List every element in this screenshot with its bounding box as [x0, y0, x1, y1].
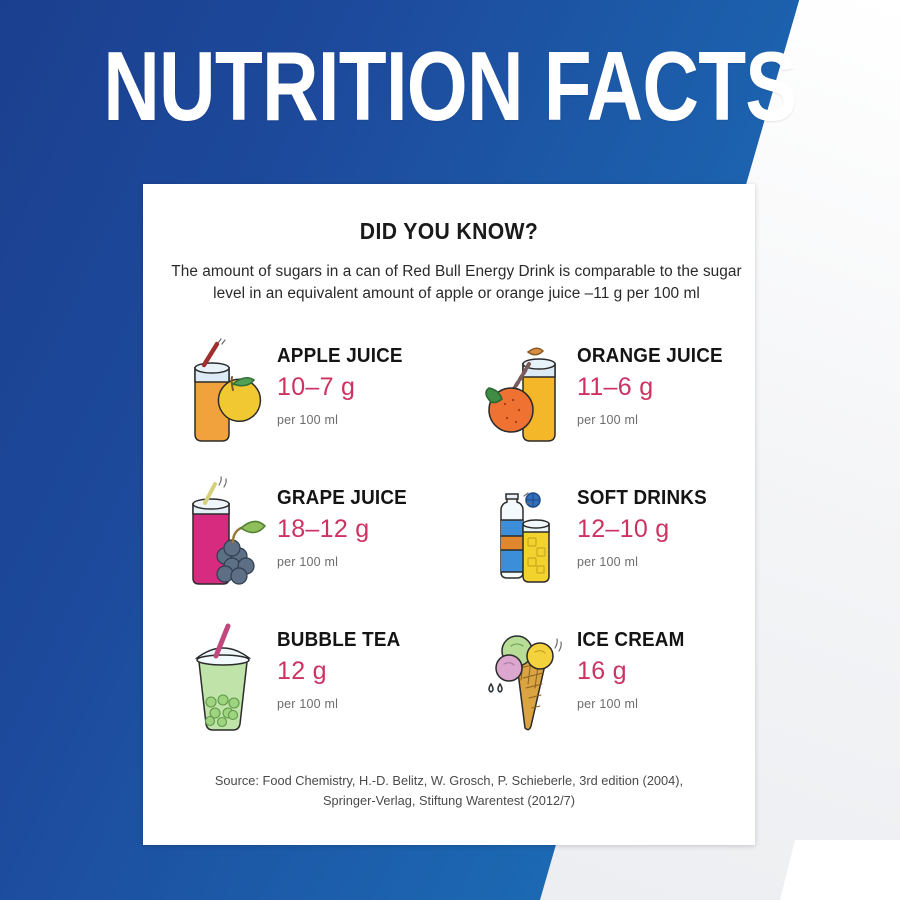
- item-name: SOFT DRINKS: [577, 485, 707, 509]
- item-text: ICE CREAM 16 g per 100 ml: [577, 616, 694, 711]
- item-unit: per 100 ml: [277, 696, 339, 711]
- grape-juice-illustration: [169, 474, 277, 602]
- item-unit: per 100 ml: [577, 696, 639, 711]
- item-unit: per 100 ml: [277, 554, 339, 569]
- card-heading: DID YOU KNOW?: [359, 218, 539, 244]
- page-title: NUTRITION FACTS: [103, 31, 797, 141]
- bubble-tea-illustration: [169, 616, 277, 744]
- list-item: SOFT DRINKS 12–10 g per 100 ml: [469, 474, 765, 614]
- item-text: ORANGE JUICE 11–6 g per 100 ml: [577, 332, 735, 427]
- ice-cream-illustration: [469, 616, 577, 744]
- bottom-right-white-corner: [780, 840, 900, 900]
- list-item: GRAPE JUICE 18–12 g per 100 ml: [169, 474, 465, 614]
- list-item: BUBBLE TEA 12 g per 100 ml: [169, 616, 465, 756]
- intro-line-2: sugar level in an equivalent amount of a…: [213, 263, 742, 303]
- source-line-1: Source: Food Chemistry, H.-D. Belitz, W.…: [214, 773, 684, 789]
- source-line-2: Springer-Verlag, Stiftung Warentest (201…: [322, 793, 576, 809]
- item-value: 16 g: [577, 656, 627, 685]
- item-text: SOFT DRINKS 12–10 g per 100 ml: [577, 474, 718, 569]
- item-unit: per 100 ml: [277, 412, 339, 427]
- item-text: GRAPE JUICE 18–12 g per 100 ml: [277, 474, 418, 569]
- item-value: 12 g: [277, 656, 327, 685]
- item-value: 18–12 g: [277, 514, 370, 543]
- intro-line-1: The amount of sugars in a can of Red Bul…: [171, 263, 699, 280]
- item-name: ICE CREAM: [577, 627, 685, 651]
- bottom-fade: [0, 886, 900, 900]
- card-intro: The amount of sugars in a can of Red Bul…: [169, 261, 744, 306]
- soft-drinks-illustration: [469, 474, 577, 602]
- list-item: ORANGE JUICE 11–6 g per 100 ml: [469, 332, 765, 472]
- item-name: ORANGE JUICE: [577, 343, 723, 367]
- apple-juice-illustration: [169, 332, 277, 460]
- item-unit: per 100 ml: [577, 412, 639, 427]
- item-name: GRAPE JUICE: [277, 485, 407, 509]
- item-text: APPLE JUICE 10–7 g per 100 ml: [277, 332, 414, 427]
- item-name: BUBBLE TEA: [277, 627, 401, 651]
- list-item: APPLE JUICE 10–7 g per 100 ml: [169, 332, 465, 472]
- item-value: 11–6 g: [577, 372, 654, 401]
- item-unit: per 100 ml: [577, 554, 639, 569]
- list-item: ICE CREAM 16 g per 100 ml: [469, 616, 765, 756]
- beverage-grid: APPLE JUICE 10–7 g per 100 ml: [169, 332, 729, 756]
- item-value: 10–7 g: [277, 372, 356, 401]
- item-text: BUBBLE TEA 12 g per 100 ml: [277, 616, 411, 711]
- facts-card: DID YOU KNOW? The amount of sugars in a …: [143, 184, 755, 845]
- source-citation: Source: Food Chemistry, H.-D. Belitz, W.…: [169, 771, 729, 811]
- item-value: 12–10 g: [577, 514, 670, 543]
- item-name: APPLE JUICE: [277, 343, 403, 367]
- orange-juice-illustration: [469, 332, 577, 460]
